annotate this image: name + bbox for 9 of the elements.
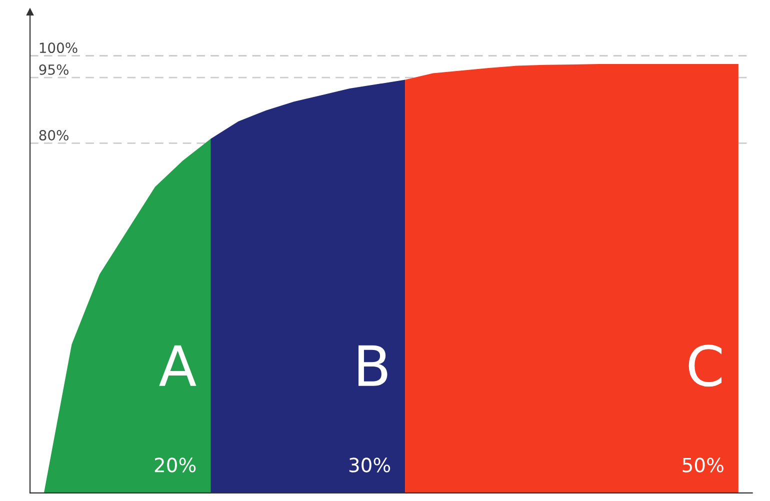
y-tick-label: 100% [40, 42, 78, 54]
annotation: 20% [154, 458, 196, 472]
annotation: 30% [349, 458, 390, 472]
y-tick-label: 95% [39, 64, 68, 75]
annotation: 50% [682, 458, 724, 472]
series-label: C [688, 344, 722, 387]
series-label: B [358, 345, 388, 386]
y-tick-label: 80% [39, 130, 68, 141]
series-label: A [159, 345, 196, 386]
